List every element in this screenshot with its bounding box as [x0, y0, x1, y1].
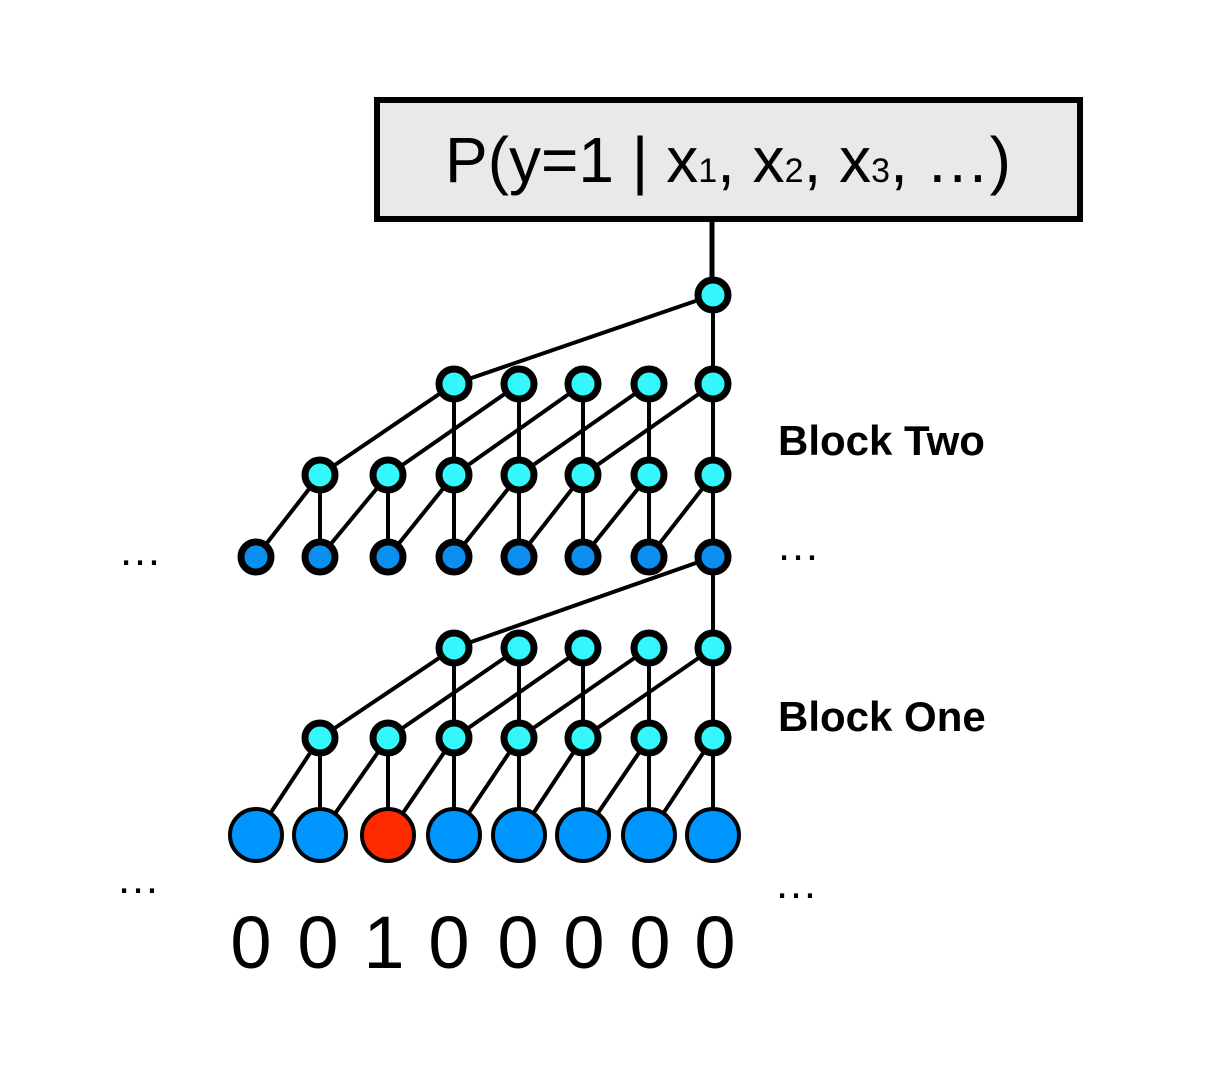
nodes	[228, 276, 741, 863]
hidden-node	[630, 456, 668, 494]
edge	[318, 382, 456, 477]
block-output-node	[435, 538, 473, 576]
block-one-label: Block One	[778, 693, 986, 740]
input-value: 0	[563, 901, 604, 984]
hidden-node	[500, 629, 538, 667]
hidden-node	[301, 719, 339, 757]
edge	[452, 646, 585, 740]
hidden-node	[564, 629, 602, 667]
block-output-node	[301, 538, 339, 576]
output-formula: P(y=1 | x1, x2, x3, …)	[445, 124, 1011, 196]
block-two-label: Block Two	[778, 417, 985, 464]
input-value: 0	[497, 901, 538, 984]
edge	[581, 382, 715, 477]
input-node	[426, 807, 482, 863]
hidden-node	[435, 365, 473, 403]
input-node	[292, 807, 348, 863]
ellipsis-right-block-two: …	[776, 521, 820, 570]
input-values: 0 0 1 0 0 0 0 0	[230, 901, 735, 984]
block-output-node	[369, 538, 407, 576]
input-node	[491, 807, 547, 863]
hidden-node	[435, 629, 473, 667]
block-output-node	[694, 538, 732, 576]
input-value: 0	[297, 901, 338, 984]
block-output-node	[500, 538, 538, 576]
hidden-node	[564, 365, 602, 403]
output-node	[694, 276, 732, 314]
input-value: 0	[428, 901, 469, 984]
hidden-node	[435, 456, 473, 494]
hidden-node	[630, 719, 668, 757]
edge	[452, 382, 585, 477]
output-probability-box	[374, 97, 1083, 222]
hidden-node	[694, 629, 732, 667]
edge	[453, 555, 714, 650]
hidden-node	[369, 456, 407, 494]
hidden-node	[500, 719, 538, 757]
edge	[517, 646, 651, 740]
hidden-node	[301, 456, 339, 494]
hidden-node	[694, 456, 732, 494]
ellipsis-right-inputs: …	[774, 859, 818, 908]
input-node	[621, 807, 677, 863]
block-output-node	[237, 538, 275, 576]
hidden-node	[630, 629, 668, 667]
hidden-node	[435, 719, 473, 757]
edge	[386, 646, 521, 740]
ellipsis-left-inputs: …	[116, 854, 160, 903]
hidden-node	[500, 365, 538, 403]
hidden-node	[694, 365, 732, 403]
edge	[386, 382, 521, 477]
input-value: 0	[629, 901, 670, 984]
edge	[453, 293, 714, 386]
input-node	[555, 807, 611, 863]
hidden-node	[564, 719, 602, 757]
input-value: 0	[694, 901, 735, 984]
active-input-node	[360, 807, 416, 863]
edge	[517, 382, 651, 477]
input-value: 1	[363, 901, 404, 984]
edge	[581, 646, 715, 740]
input-node	[228, 807, 284, 863]
hidden-node	[694, 719, 732, 757]
block-output-node	[564, 538, 602, 576]
edge	[318, 646, 456, 740]
hidden-node	[500, 456, 538, 494]
hidden-node	[564, 456, 602, 494]
input-node	[685, 807, 741, 863]
input-value: 0	[230, 901, 271, 984]
hidden-node	[369, 719, 407, 757]
hidden-node	[630, 365, 668, 403]
ellipsis-left-block-two: …	[118, 526, 162, 575]
block-output-node	[630, 538, 668, 576]
